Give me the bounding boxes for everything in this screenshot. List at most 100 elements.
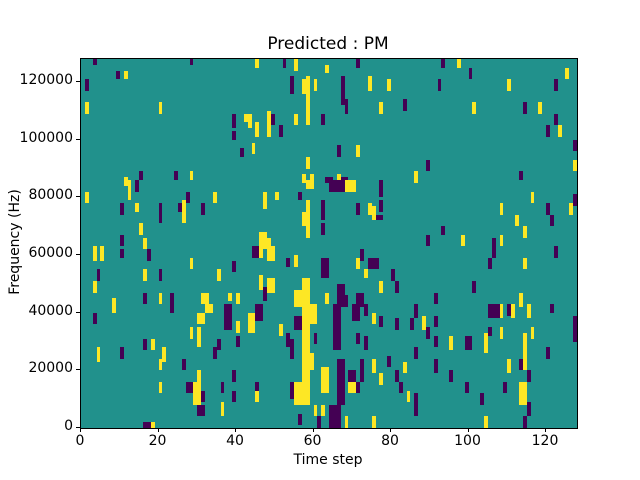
heatmap-cell [84,102,89,114]
heatmap-cell [305,157,310,169]
heatmap-cell [158,381,163,394]
heatmap-cell [356,59,360,68]
heatmap-cell [197,312,205,325]
heatmap-cell [294,59,298,71]
heatmap-cell [522,102,527,114]
heatmap-cell [193,381,202,405]
heatmap-cell [201,203,205,215]
heatmap-cell [212,191,217,204]
y-tick-label: 20000 [28,360,73,377]
heatmap-cell [344,180,357,192]
heatmap-cell [573,194,577,207]
heatmap-cell [371,416,376,428]
heatmap-cell [146,249,151,261]
heatmap-cell [336,358,345,405]
heatmap-cell [433,315,438,328]
heatmap-cell [220,381,225,394]
heatmap-cell [526,370,531,382]
heatmap-cell [263,191,267,209]
heatmap-cell [344,416,349,428]
heatmap-cell [391,269,395,281]
heatmap-cell [573,315,577,342]
heatmap-cell [371,206,376,221]
heatmap-cell [259,231,267,250]
heatmap-cell [356,381,360,394]
heatmap-cell [313,79,318,91]
heatmap-cell [255,304,264,322]
heatmap-cell [92,246,97,261]
heatmap-cell [321,367,329,394]
heatmap-cell [336,295,349,307]
heatmap-cell [530,191,535,204]
x-tick-label: 20 [148,433,167,449]
heatmap-cell [305,76,310,126]
heatmap-cell [294,289,302,307]
heatmap-cell [263,286,267,302]
x-tick-mark [157,428,159,432]
heatmap-cell [189,171,194,181]
heatmap-cell [267,110,271,126]
heatmap-cell [228,292,233,302]
heatmap-cell [143,269,147,281]
heatmap-cell [270,113,275,126]
heatmap-cell [480,393,484,405]
heatmap-cell [143,237,147,250]
heatmap-cell [84,79,89,91]
heatmap-cell [491,237,496,258]
heatmap-cell [139,171,143,181]
heatmap-cell [321,257,329,279]
heatmap-cell [549,214,554,227]
heatmap-cell [96,347,101,362]
x-tick-label: 80 [381,433,399,449]
heatmap-cell [507,79,512,91]
heatmap-cell [112,298,116,307]
heatmap-cell [573,139,577,152]
heatmap-cell [197,404,205,417]
y-tick-mark [76,138,80,140]
heatmap-cell [255,122,260,137]
heatmap-cell [499,203,504,215]
heatmap-cell [92,59,97,65]
heatmap-cell [379,373,384,385]
heatmap-cell [321,223,326,235]
y-tick-mark [76,196,80,198]
x-tick-mark [545,428,546,432]
heatmap-cell [402,361,407,374]
heatmap-cell [317,416,322,428]
heatmap-cell [363,304,368,316]
y-tick-mark [76,427,80,428]
heatmap-cell [518,381,527,405]
heatmap-cell [232,113,236,129]
heatmap-cell [363,335,368,351]
heatmap-cell [158,358,163,371]
heatmap-cell [367,76,372,91]
y-tick-mark [76,369,80,371]
heatmap-cell [185,191,190,204]
heatmap-cell [356,203,360,215]
heatmap-cell [414,347,419,359]
heatmap-cell [460,234,465,247]
heatmap-cell [294,315,302,330]
heatmap-cell [143,292,147,305]
heatmap-cell [441,59,446,68]
heatmap-cell [360,358,364,382]
heatmap-cell [301,211,306,227]
heatmap-cell [143,338,147,351]
heatmap-cell [340,76,345,106]
heatmap-cell [170,304,174,313]
heatmap-cell [414,304,419,319]
y-tick-label: 60000 [28,245,73,262]
heatmap-cell [464,381,469,394]
heatmap-cell [437,79,442,91]
heatmap-cell [162,347,167,362]
x-tick-mark [390,428,391,432]
heatmap-cell [522,332,527,371]
heatmap-cell [115,70,120,80]
y-tick-mark [76,81,80,83]
x-tick-label: 60 [303,433,322,449]
heatmap-cell [236,335,240,348]
heatmap-cell [135,180,140,192]
heatmap-cell [379,315,384,328]
heatmap-cell [356,145,360,158]
